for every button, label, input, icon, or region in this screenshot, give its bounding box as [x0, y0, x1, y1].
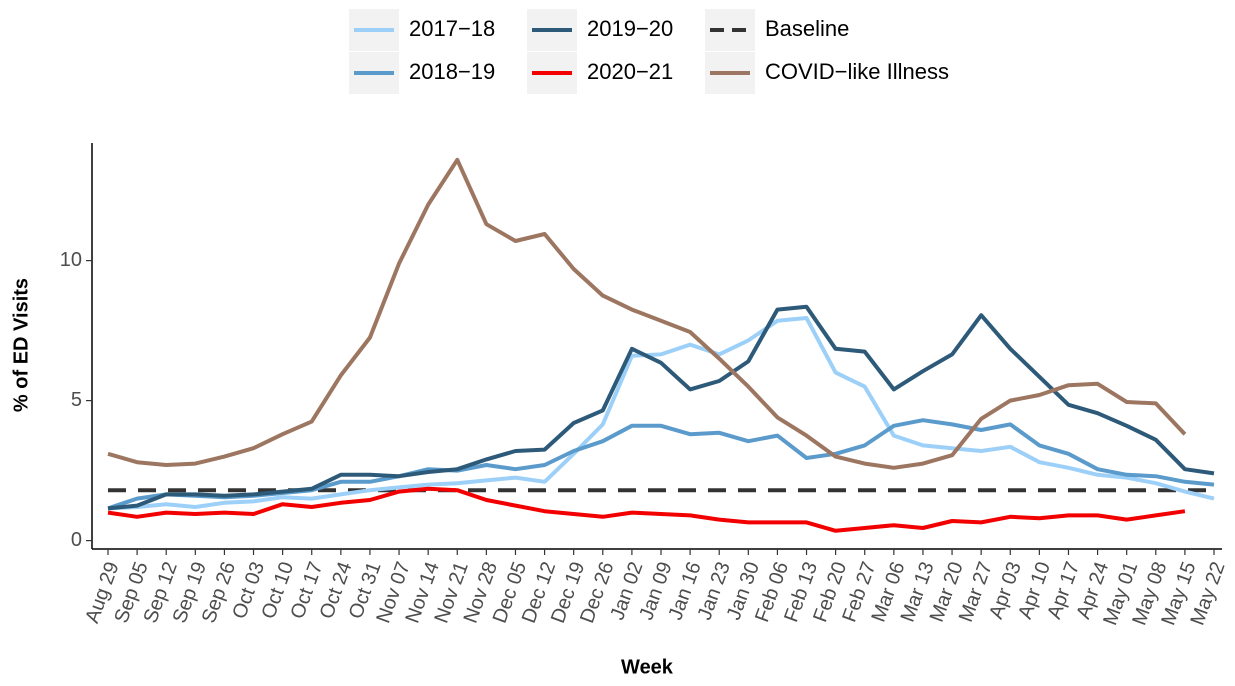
y-tick-label: 5 [71, 389, 82, 411]
legend-label: 2017−18 [409, 16, 495, 41]
y-axis-title: % of ED Visits [10, 278, 32, 412]
legend-label: 2019−20 [587, 16, 673, 41]
y-tick-label: 0 [71, 529, 82, 551]
legend-label: 2018−19 [409, 59, 495, 84]
series-line [107, 486, 1186, 533]
x-axis-title: Week [621, 656, 674, 678]
legend-label: COVID−like Illness [765, 59, 949, 84]
legend-label: Baseline [765, 16, 849, 41]
legend-label: 2020−21 [587, 59, 673, 84]
series-line [107, 304, 1215, 511]
series-line [107, 157, 1187, 470]
series-line [107, 316, 1215, 511]
y-tick-label: 10 [60, 249, 82, 271]
